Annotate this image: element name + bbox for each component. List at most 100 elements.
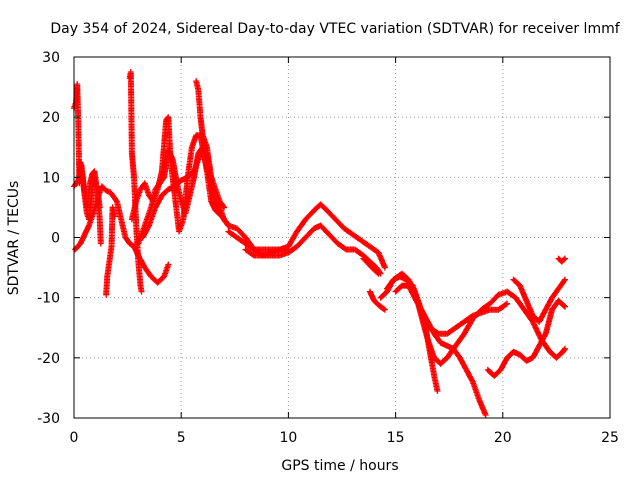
marker-segment	[463, 366, 476, 384]
marker-segment	[158, 118, 170, 175]
marker-segment	[558, 256, 567, 265]
marker-segment	[302, 226, 317, 241]
marker-segment	[118, 216, 129, 239]
marker-segment	[141, 264, 154, 279]
marker-segment	[371, 297, 383, 309]
grid-lines	[74, 57, 610, 418]
marker-segment	[302, 208, 317, 223]
marker-point	[482, 411, 489, 418]
marker-segment	[341, 225, 355, 237]
series-track-d	[103, 204, 118, 298]
marker-segment	[510, 276, 522, 288]
marker-segment	[452, 319, 466, 331]
marker-segment	[152, 193, 165, 211]
marker-segment	[549, 286, 561, 301]
marker-point	[561, 345, 568, 352]
y-tick-label: -10	[37, 291, 60, 307]
marker-point	[561, 276, 568, 283]
series-track-r	[484, 297, 568, 379]
marker-segment	[107, 189, 119, 204]
y-tick-label: 20	[42, 110, 60, 126]
marker-segment	[542, 296, 555, 313]
series-track-p	[392, 282, 489, 418]
marker-point	[138, 288, 145, 295]
marker-segment	[444, 325, 458, 337]
marker-segment	[377, 289, 389, 301]
marker-segment	[233, 225, 248, 240]
series-track-i	[193, 78, 228, 211]
marker-segment	[559, 346, 568, 355]
marker-segment	[529, 344, 542, 361]
y-tick-labels: -30 -20 -10 0 10 20 30	[37, 50, 60, 427]
marker-segment	[128, 199, 139, 223]
series-track-o	[384, 270, 568, 367]
marker-segment	[491, 367, 503, 379]
series-track-f	[128, 114, 232, 235]
x-axis-label: GPS time / hours	[281, 458, 398, 474]
marker-segment	[216, 198, 227, 210]
marker-segment	[96, 216, 104, 245]
marker-segment	[171, 178, 184, 190]
marker-point	[165, 261, 172, 268]
x-tick-label: 15	[387, 430, 405, 446]
marker-segment	[324, 207, 338, 222]
y-tick-label: -30	[37, 411, 60, 427]
marker-segment	[127, 69, 135, 155]
marker-segment	[521, 306, 535, 324]
marker-segment	[523, 297, 536, 318]
marker-segment	[106, 245, 115, 265]
marker-point	[221, 204, 228, 211]
marker-segment	[450, 345, 462, 360]
x-tick-labels: 0 5 10 15 20 25	[70, 430, 619, 446]
y-tick-label: 10	[42, 170, 60, 186]
marker-segment	[375, 249, 388, 270]
marker-point	[504, 300, 511, 307]
marker-point	[561, 303, 568, 310]
marker-segment	[317, 201, 329, 213]
marker-segment	[476, 396, 489, 417]
marker-segment	[536, 332, 548, 349]
marker-segment	[437, 355, 449, 367]
marker-segment	[469, 378, 482, 402]
series-track-q	[411, 294, 511, 337]
marker-segment	[139, 223, 152, 241]
marker-point	[111, 213, 118, 220]
series-track-l	[360, 255, 382, 277]
marker-segment	[334, 240, 349, 252]
marker-segment	[326, 231, 340, 246]
marker-segment	[495, 301, 509, 313]
marker-segment	[431, 372, 441, 393]
marker-segment	[122, 234, 132, 246]
marker-segment	[146, 205, 158, 229]
marker-segment	[536, 308, 548, 325]
marker-segment	[158, 187, 171, 199]
marker-segment	[384, 277, 396, 292]
marker-segment	[360, 255, 374, 270]
marker-segment	[517, 282, 529, 303]
marker-segment	[486, 292, 501, 307]
marker-segment	[424, 336, 437, 360]
marker-point	[381, 264, 388, 271]
marker-point	[97, 240, 104, 247]
marker-segment	[317, 222, 332, 237]
marker-segment	[294, 217, 308, 235]
marker-segment	[366, 288, 377, 303]
marker-segment	[141, 205, 154, 229]
marker-segment	[103, 187, 112, 195]
marker-segment	[113, 198, 124, 221]
x-tick-label: 0	[70, 430, 79, 446]
marker-segment	[461, 313, 475, 325]
marker-segment	[452, 332, 467, 349]
marker-segment	[411, 294, 424, 312]
y-tick-label: -20	[37, 351, 60, 367]
marker-segment	[195, 87, 204, 119]
series-track-k	[242, 222, 384, 277]
y-tick-label: 30	[42, 50, 60, 66]
series-track-m	[366, 288, 388, 313]
marker-segment	[392, 283, 404, 295]
marker-segment	[128, 150, 137, 179]
marker-point	[561, 255, 568, 262]
marker-segment	[418, 306, 433, 330]
marker-segment	[233, 234, 248, 246]
